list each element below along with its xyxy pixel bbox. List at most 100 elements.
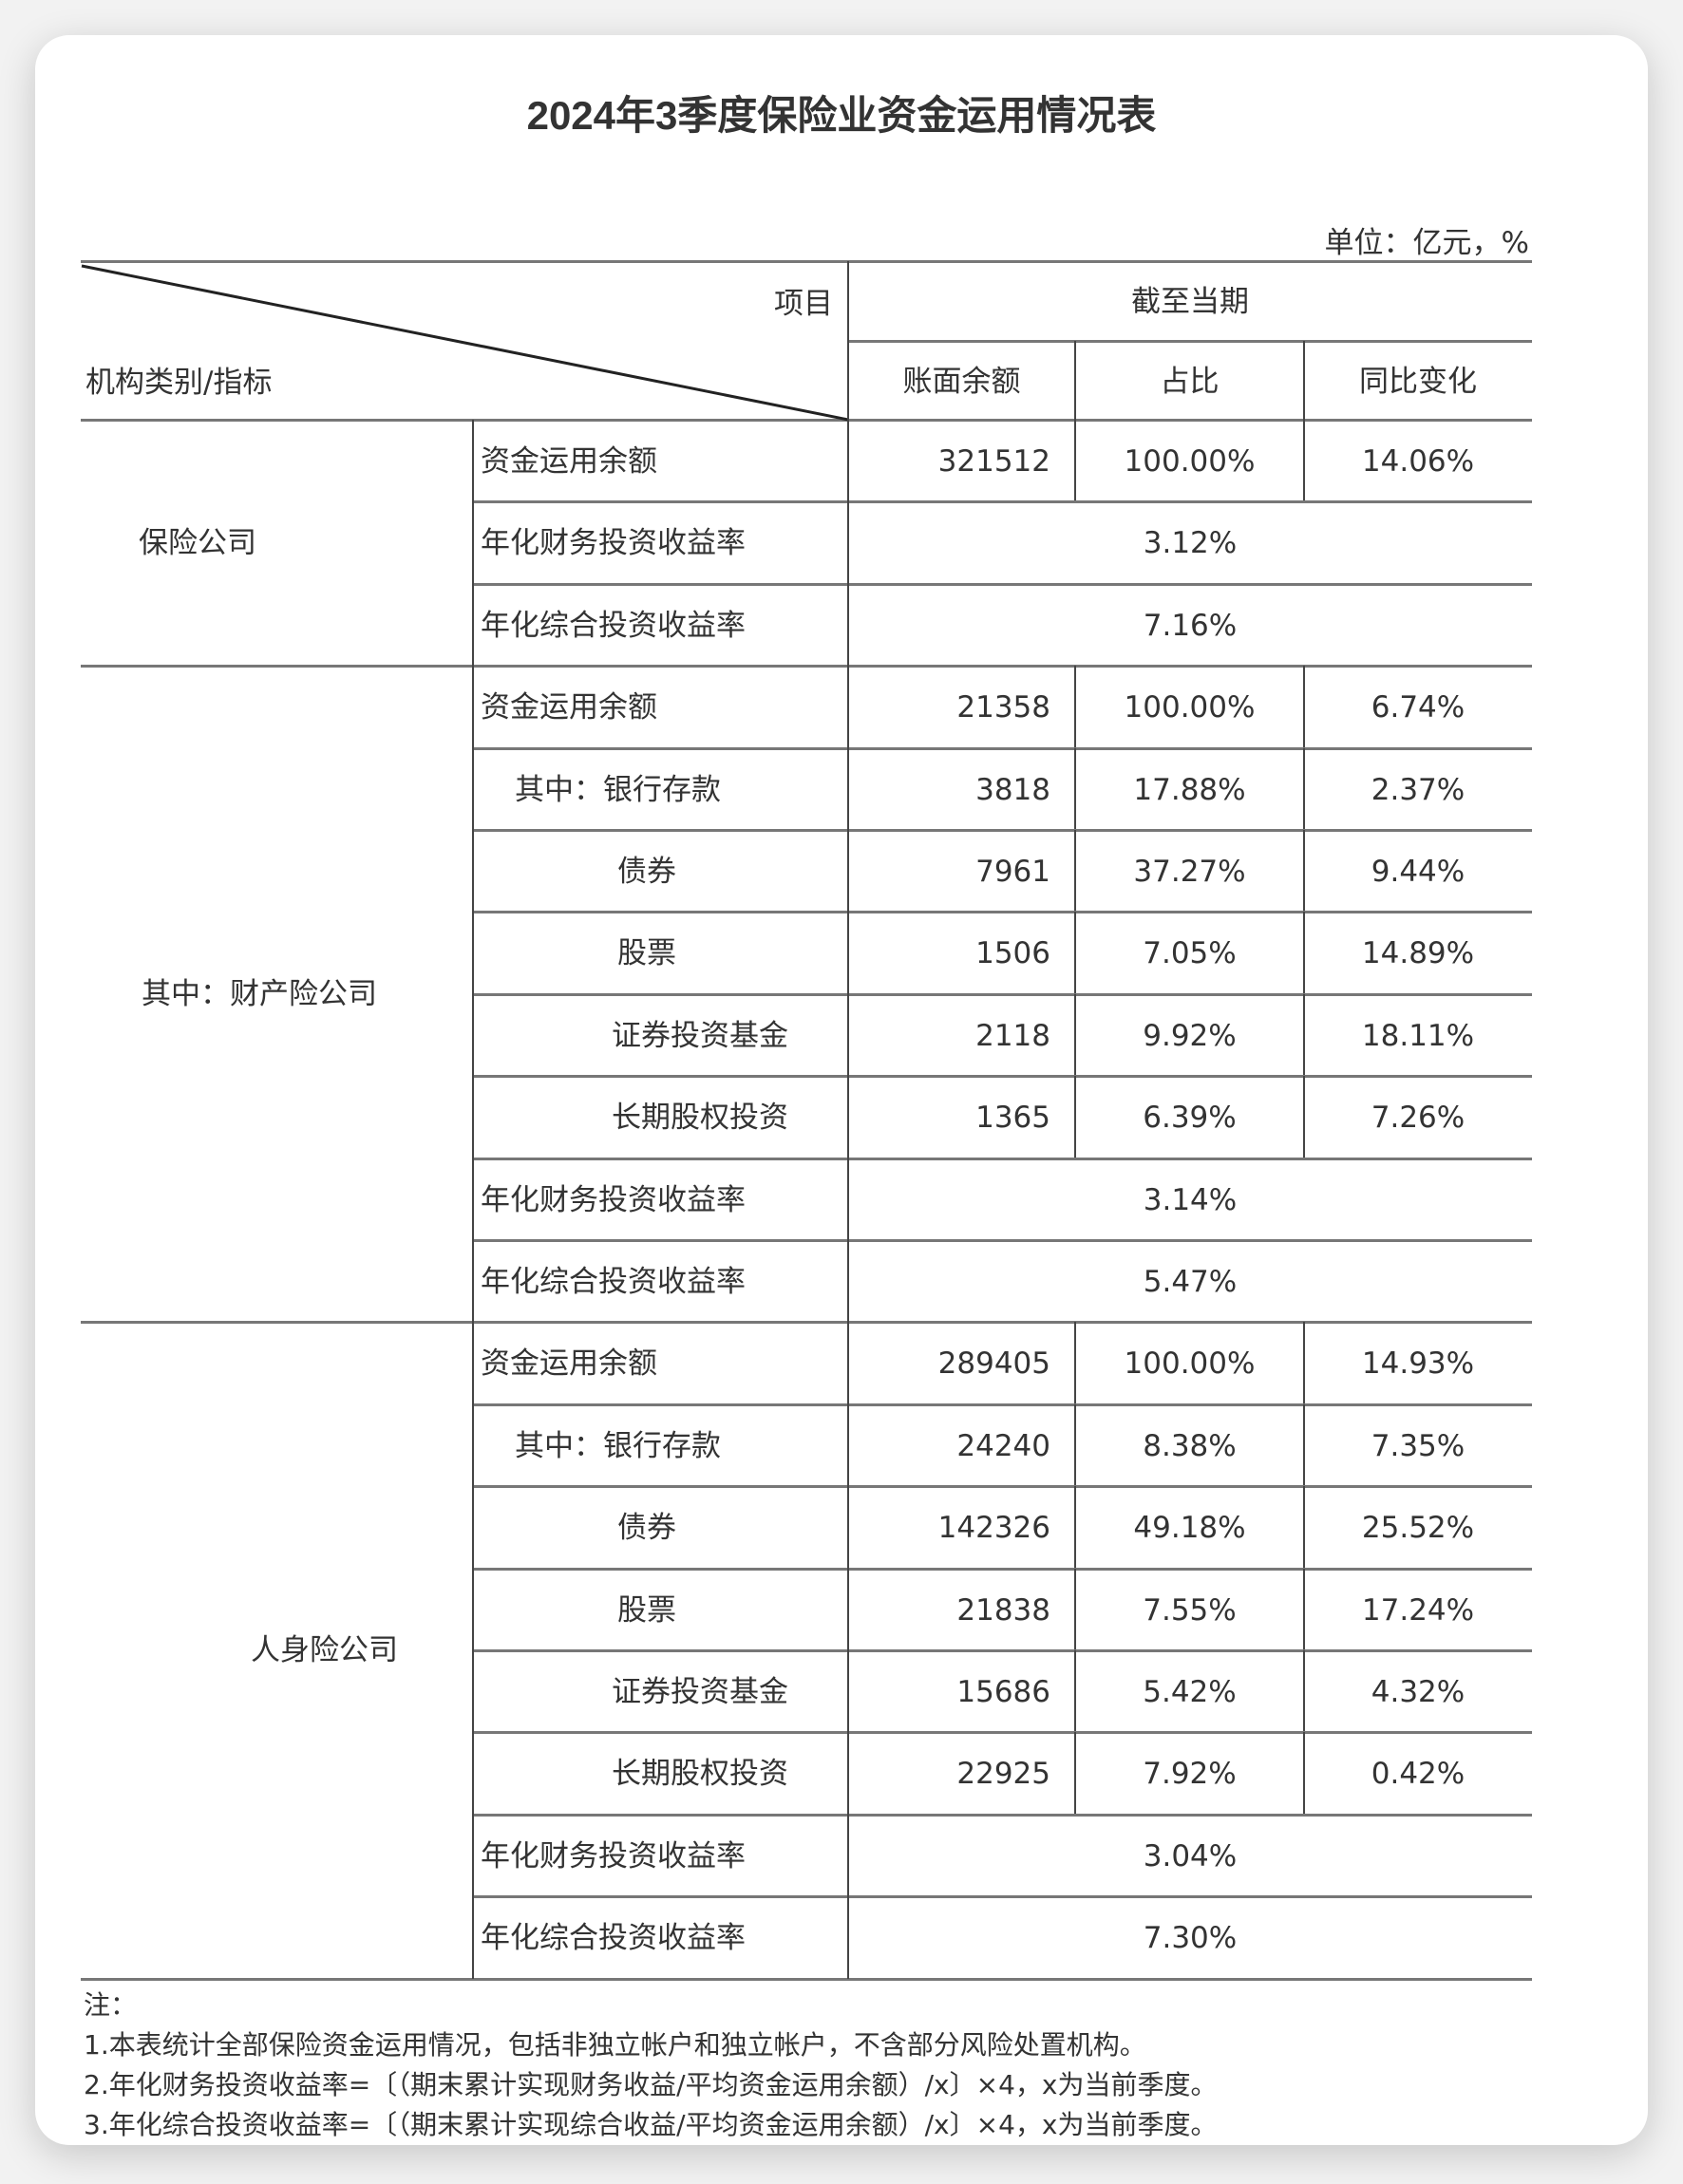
row-border <box>473 829 1532 832</box>
row-border <box>473 1895 1532 1899</box>
yoy-change-value: 14.89% <box>1361 936 1475 971</box>
row-label: 年化综合投资收益率 <box>481 1921 746 1956</box>
row-border <box>81 1321 1532 1325</box>
row-label: 长期股权投资 <box>612 1757 788 1792</box>
yoy-change-value: 6.74% <box>1371 690 1466 725</box>
merged-rate-value: 7.30% <box>1143 1921 1238 1956</box>
note-3: 3.年化综合投资收益率=〔（期末累计实现综合收益/平均资金运用余额）/x〕×4，… <box>84 2109 1218 2140</box>
merged-rate-value: 3.04% <box>1143 1838 1238 1873</box>
note-1: 1.本表统计全部保险资金运用情况，包括非独立帐户和独立帐户，不含部分风险处置机构… <box>84 2029 1146 2061</box>
row-label: 年化财务投资收益率 <box>481 1838 746 1873</box>
share-value: 9.92% <box>1143 1018 1237 1053</box>
book-balance-value: 21838 <box>956 1592 1050 1628</box>
row-border <box>473 1731 1532 1735</box>
book-balance-value: 1506 <box>975 936 1050 971</box>
book-balance-value: 142326 <box>937 1511 1050 1546</box>
row-label: 长期股权投资 <box>612 1101 788 1136</box>
yoy-change-value: 25.52% <box>1361 1511 1475 1546</box>
row-label: 债券 <box>617 855 676 889</box>
yoy-change-value: 14.06% <box>1361 444 1475 479</box>
unit-label: 单位：亿元，% <box>1324 226 1529 260</box>
yoy-change-value: 9.44% <box>1371 855 1466 889</box>
yoy-change-value: 18.11% <box>1361 1018 1475 1053</box>
cell-divider <box>1074 1403 1076 1487</box>
share-value: 49.18% <box>1133 1511 1246 1546</box>
row-label: 股票 <box>617 1592 676 1628</box>
yoy-change-value: 4.32% <box>1371 1675 1466 1709</box>
cell-divider <box>1074 1732 1076 1816</box>
book-balance-value: 2118 <box>975 1018 1050 1053</box>
cell-divider <box>1074 912 1076 995</box>
notes-heading: 注： <box>84 1989 138 2021</box>
row-border <box>473 1485 1532 1489</box>
merged-rate-value: 3.14% <box>1143 1182 1238 1217</box>
group-label: 人身险公司 <box>251 1633 398 1667</box>
group-label: 其中：财产险公司 <box>142 976 377 1011</box>
row-label: 年化综合投资收益率 <box>481 1265 746 1299</box>
merged-rate-value: 5.47% <box>1143 1265 1238 1299</box>
book-balance-value: 21358 <box>956 690 1050 725</box>
header-vline <box>1074 341 1076 420</box>
row-border <box>473 1157 1532 1160</box>
book-balance-value: 1365 <box>975 1101 1050 1136</box>
share-value: 7.05% <box>1143 936 1237 971</box>
row-label: 债券 <box>617 1511 676 1546</box>
header-vline <box>847 261 849 420</box>
header-category: 机构类别/指标 <box>85 366 273 400</box>
table-top-border <box>81 260 1532 263</box>
book-balance-value: 15686 <box>956 1675 1050 1709</box>
share-value: 100.00% <box>1124 1346 1256 1382</box>
row-border <box>81 1977 1532 1981</box>
label-column-divider <box>472 420 474 1979</box>
cell-divider <box>1303 830 1305 913</box>
book-balance-value: 289405 <box>937 1346 1050 1382</box>
merged-rate-value: 3.12% <box>1143 526 1238 561</box>
cell-divider <box>1303 1732 1305 1816</box>
book-balance-value: 7961 <box>975 855 1050 889</box>
cell-divider <box>1303 993 1305 1077</box>
cell-divider <box>1074 830 1076 913</box>
cell-divider <box>1303 1076 1305 1159</box>
row-label: 资金运用余额 <box>481 1346 657 1382</box>
yoy-change-value: 14.93% <box>1361 1346 1475 1382</box>
cell-divider <box>1074 1486 1076 1570</box>
book-balance-value: 321512 <box>937 444 1050 479</box>
row-label: 资金运用余额 <box>481 444 657 479</box>
cell-divider <box>1303 666 1305 749</box>
header-divider <box>848 340 1532 343</box>
header-col-value: 账面余额 <box>902 365 1021 399</box>
page-title: 2024年3季度保险业资金运用情况表 <box>526 93 1157 138</box>
row-border <box>473 1813 1532 1817</box>
yoy-change-value: 7.35% <box>1371 1428 1466 1463</box>
cell-divider <box>1303 747 1305 831</box>
yoy-change-value: 2.37% <box>1371 772 1466 807</box>
row-border <box>473 746 1532 750</box>
share-value: 37.27% <box>1133 855 1246 889</box>
book-balance-value: 3818 <box>975 772 1050 807</box>
row-label: 证券投资基金 <box>612 1018 788 1053</box>
group-label: 保险公司 <box>139 525 256 560</box>
row-label: 其中：银行存款 <box>515 1428 721 1463</box>
row-border <box>473 1075 1532 1079</box>
cell-divider <box>1303 420 1305 502</box>
cell-divider <box>1074 993 1076 1077</box>
cell-divider <box>1074 747 1076 831</box>
share-value: 6.39% <box>1143 1101 1237 1136</box>
header-period: 截至当期 <box>1131 285 1249 319</box>
row-label: 其中：银行存款 <box>515 772 721 807</box>
row-label: 年化财务投资收益率 <box>481 526 746 561</box>
yoy-change-value: 17.24% <box>1361 1592 1475 1628</box>
share-value: 100.00% <box>1124 444 1256 479</box>
cell-divider <box>1303 1403 1305 1487</box>
row-border <box>473 1239 1532 1242</box>
yoy-change-value: 7.26% <box>1371 1101 1466 1136</box>
share-value: 8.38% <box>1143 1428 1237 1463</box>
share-value: 100.00% <box>1124 690 1256 725</box>
header-col-yoy: 同比变化 <box>1359 365 1477 399</box>
note-2: 2.年化财务投资收益率=〔（期末累计实现财务收益/平均资金运用余额）/x〕×4，… <box>84 2069 1218 2100</box>
header-vline <box>1303 341 1305 420</box>
share-value: 17.88% <box>1133 772 1246 807</box>
row-label: 年化综合投资收益率 <box>481 608 746 643</box>
header-bottom-border <box>81 419 1532 422</box>
